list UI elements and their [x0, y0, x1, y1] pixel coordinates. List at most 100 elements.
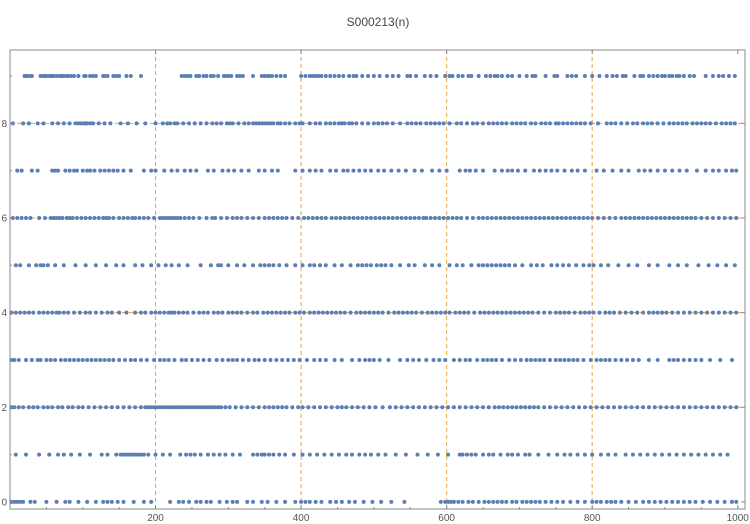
data-point [574, 121, 579, 126]
data-point [597, 310, 602, 315]
data-point [562, 168, 567, 173]
data-point [681, 405, 686, 410]
data-point [520, 215, 525, 220]
data-point [524, 215, 529, 220]
data-point [347, 121, 352, 126]
data-point [192, 405, 197, 410]
data-point [275, 168, 280, 173]
data-point [626, 168, 631, 173]
data-point [271, 263, 276, 268]
data-point [188, 452, 193, 457]
data-point [197, 74, 202, 79]
data-point [478, 310, 483, 315]
data-point [283, 310, 288, 315]
data-point [386, 357, 391, 362]
data-point [476, 215, 481, 220]
data-point [705, 215, 710, 220]
data-point [29, 74, 34, 79]
data-point [619, 499, 624, 504]
data-point [274, 310, 279, 315]
data-point [732, 74, 737, 79]
data-point [347, 215, 352, 220]
data-point [360, 121, 365, 126]
data-point [383, 452, 388, 457]
data-point [681, 310, 686, 315]
data-point [523, 168, 528, 173]
data-point [505, 452, 510, 457]
data-point [201, 74, 206, 79]
data-point [114, 452, 119, 457]
data-point [546, 215, 551, 220]
data-point [269, 310, 274, 315]
data-point [437, 215, 442, 220]
data-point [510, 168, 515, 173]
data-point [734, 499, 739, 504]
data-point [518, 357, 523, 362]
data-point [216, 310, 221, 315]
data-point [328, 168, 333, 173]
data-point [216, 405, 221, 410]
data-point [513, 263, 518, 268]
data-point [655, 74, 660, 79]
data-point [667, 121, 672, 126]
data-point [136, 452, 141, 457]
data-point [307, 263, 312, 268]
data-point [287, 121, 292, 126]
data-point [451, 499, 456, 504]
data-point [405, 357, 410, 362]
data-point [563, 215, 568, 220]
data-point [319, 215, 324, 220]
data-point [124, 74, 129, 79]
data-point [693, 357, 698, 362]
data-point [152, 357, 157, 362]
data-point [35, 168, 40, 173]
data-point [237, 452, 242, 457]
data-point [50, 121, 55, 126]
data-point [636, 215, 641, 220]
data-point [166, 405, 171, 410]
data-point [41, 405, 46, 410]
data-point [626, 499, 631, 504]
data-point [604, 74, 609, 79]
y-tick-label: 2 [1, 403, 7, 414]
data-point [568, 215, 573, 220]
data-point [175, 405, 180, 410]
data-point [432, 121, 437, 126]
data-point [109, 405, 114, 410]
data-point [230, 215, 235, 220]
data-point [483, 74, 488, 79]
data-point [676, 357, 681, 362]
data-point [536, 310, 541, 315]
data-point [157, 215, 162, 220]
data-point [575, 357, 580, 362]
data-point [495, 310, 500, 315]
data-point [708, 499, 713, 504]
data-point [459, 121, 464, 126]
data-point [336, 74, 341, 79]
data-point [390, 215, 395, 220]
data-point [124, 452, 129, 457]
data-point [256, 357, 261, 362]
data-point [316, 310, 321, 315]
data-point [645, 121, 650, 126]
data-point [432, 215, 437, 220]
data-point [242, 121, 247, 126]
data-point [205, 310, 210, 315]
data-point [610, 74, 615, 79]
data-point [454, 263, 459, 268]
data-point [70, 215, 75, 220]
data-point [671, 357, 676, 362]
data-point [598, 263, 603, 268]
data-point [596, 215, 600, 220]
data-point [157, 357, 162, 362]
data-point [646, 499, 651, 504]
data-point [329, 405, 334, 410]
data-point [313, 499, 318, 504]
data-point [251, 215, 256, 220]
data-point [462, 310, 467, 315]
data-point [160, 452, 165, 457]
data-point [676, 215, 681, 220]
data-point [58, 357, 63, 362]
data-point [168, 121, 173, 126]
data-point [360, 263, 365, 268]
